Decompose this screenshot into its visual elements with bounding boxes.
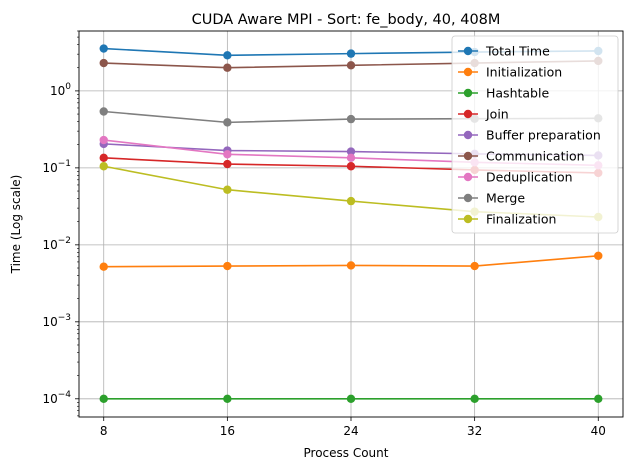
y-tick-exponent: −1 (58, 159, 71, 169)
data-point-communication (346, 61, 356, 70)
legend-item: Hashtable (458, 86, 549, 101)
x-axis-ticks: 8 16 24 32 40 (100, 417, 606, 438)
data-point-join (99, 153, 108, 163)
data-point-initialization (594, 251, 603, 261)
legend: Total Time Initialization Hashtable Join Buf… (451, 35, 619, 234)
legend-label: Join (485, 107, 509, 122)
data-point-deduplication (223, 150, 232, 159)
y-tick-label: 10−1 (42, 159, 71, 175)
legend-label: Total Time (485, 44, 550, 59)
y-tick-label: 10−2 (42, 236, 71, 252)
legend-label: Buffer preparation (486, 128, 601, 143)
data-point-initialization (99, 262, 108, 271)
legend-item: Communication (458, 149, 585, 164)
data-point-initialization (346, 261, 356, 270)
data-point-finalization (99, 162, 108, 171)
x-axis-label: Process Count (304, 446, 389, 460)
legend-item: Buffer preparation (458, 128, 601, 143)
data-point-communication (99, 58, 108, 68)
legend-label: Hashtable (486, 86, 549, 101)
legend-marker-swatch (463, 193, 473, 203)
data-point-hashtable (223, 394, 232, 403)
data-point-total-time (346, 49, 356, 58)
data-point-deduplication (346, 153, 356, 163)
legend-marker-swatch (463, 46, 473, 56)
legend-marker-swatch (463, 151, 473, 161)
x-tick-label: 8 (100, 424, 108, 438)
data-point-hashtable (470, 394, 479, 403)
legend-item: Deduplication (458, 170, 573, 185)
data-point-finalization (346, 196, 356, 206)
x-tick-label: 24 (343, 424, 358, 438)
y-tick-exponent: −2 (58, 236, 71, 246)
legend-label: Initialization (486, 65, 562, 80)
x-tick-label: 40 (591, 424, 606, 438)
y-tick-exponent: −4 (58, 390, 72, 400)
data-point-initialization (223, 261, 232, 271)
data-point-total-time (99, 44, 108, 53)
y-tick-base: 10 (42, 161, 57, 175)
series-initialization (99, 251, 603, 271)
data-point-merge (99, 107, 108, 116)
chart-title: CUDA Aware MPI - Sort: fe_body, 40, 408M (192, 12, 501, 28)
data-point-communication (223, 63, 232, 72)
legend-item: Finalization (458, 212, 556, 227)
legend-label: Communication (486, 149, 585, 164)
y-tick-label: 100 (50, 82, 71, 98)
y-tick-base: 10 (42, 315, 57, 329)
legend-marker-swatch (463, 88, 473, 98)
legend-item: Join (458, 107, 509, 122)
legend-marker-swatch (463, 67, 473, 77)
x-tick-label: 32 (467, 424, 482, 438)
data-point-hashtable (594, 394, 603, 403)
y-tick-base: 10 (50, 84, 65, 98)
legend-label: Merge (486, 191, 525, 206)
data-point-join (346, 162, 356, 171)
data-point-buffer-preparation (346, 147, 356, 156)
x-tick-label: 16 (220, 424, 235, 438)
legend-item: Merge (458, 191, 525, 206)
data-point-join (223, 159, 232, 169)
legend-marker-swatch (463, 109, 473, 119)
data-point-total-time (223, 51, 232, 60)
y-tick-exponent: 0 (65, 82, 71, 92)
data-point-merge (346, 114, 356, 124)
data-point-finalization (223, 185, 232, 194)
series-hashtable (99, 394, 603, 403)
data-point-initialization (470, 261, 479, 271)
legend-item: Initialization (458, 65, 562, 80)
legend-label: Finalization (486, 212, 556, 227)
data-point-hashtable (346, 394, 356, 403)
data-point-deduplication (99, 135, 108, 145)
legend-label: Deduplication (486, 170, 573, 185)
data-point-hashtable (99, 394, 108, 403)
y-tick-base: 10 (42, 238, 57, 252)
legend-box (451, 35, 619, 234)
y-tick-base: 10 (42, 392, 57, 406)
legend-marker-swatch (463, 130, 473, 140)
y-axis-label: Time (Log scale) (9, 175, 23, 275)
y-tick-label: 10−3 (42, 313, 71, 329)
legend-item: Total Time (458, 44, 550, 59)
legend-marker-swatch (463, 172, 473, 182)
y-tick-label: 10−4 (42, 390, 71, 406)
legend-marker-swatch (463, 214, 473, 224)
y-tick-exponent: −3 (58, 313, 71, 323)
data-point-merge (223, 118, 232, 127)
